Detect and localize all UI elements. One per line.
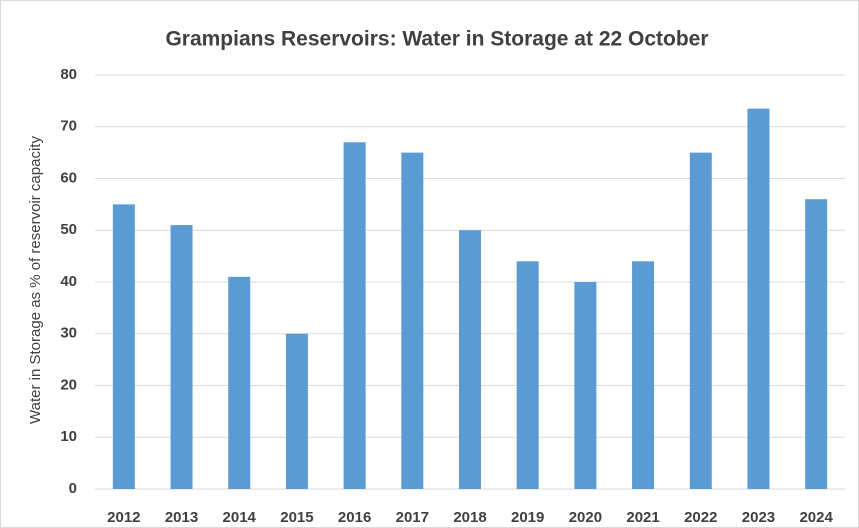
y-tick-label: 0 bbox=[69, 480, 77, 497]
y-tick-label: 60 bbox=[60, 169, 77, 186]
bar bbox=[112, 204, 135, 489]
y-tick-label: 40 bbox=[60, 273, 77, 290]
x-tick-label: 2012 bbox=[107, 509, 140, 526]
bar bbox=[343, 142, 366, 489]
x-tick-label: 2022 bbox=[684, 509, 717, 526]
x-tick-label: 2021 bbox=[626, 509, 659, 526]
chart-title: Grampians Reservoirs: Water in Storage a… bbox=[165, 28, 708, 51]
y-tick-label: 30 bbox=[60, 325, 77, 342]
bar bbox=[805, 199, 828, 489]
x-tick-label: 2020 bbox=[569, 509, 602, 526]
x-tick-label: 2016 bbox=[338, 509, 371, 526]
x-tick-label: 2018 bbox=[453, 509, 486, 526]
y-tick-label: 50 bbox=[60, 221, 77, 238]
bar bbox=[516, 261, 539, 489]
x-tick-label: 2015 bbox=[280, 509, 313, 526]
bar bbox=[285, 333, 308, 489]
bar bbox=[401, 152, 424, 489]
bar bbox=[747, 108, 770, 489]
x-tick-label: 2013 bbox=[165, 509, 198, 526]
x-tick-label: 2017 bbox=[396, 509, 429, 526]
x-tick-label: 2023 bbox=[742, 509, 775, 526]
bar bbox=[459, 230, 481, 489]
x-tick-label: 2024 bbox=[799, 509, 833, 526]
y-tick-label: 10 bbox=[60, 428, 77, 445]
bar bbox=[228, 276, 251, 489]
bar bbox=[689, 152, 712, 489]
y-tick-label: 70 bbox=[60, 118, 77, 135]
bar bbox=[632, 261, 655, 489]
bar bbox=[170, 225, 193, 489]
y-tick-label: 80 bbox=[60, 66, 77, 83]
y-tick-label: 20 bbox=[60, 376, 77, 393]
x-tick-label: 2014 bbox=[223, 509, 257, 526]
x-tick-label: 2019 bbox=[511, 509, 544, 526]
bar bbox=[574, 282, 597, 489]
y-axis-label: Water in Storage as % of reservoir capac… bbox=[27, 136, 44, 424]
